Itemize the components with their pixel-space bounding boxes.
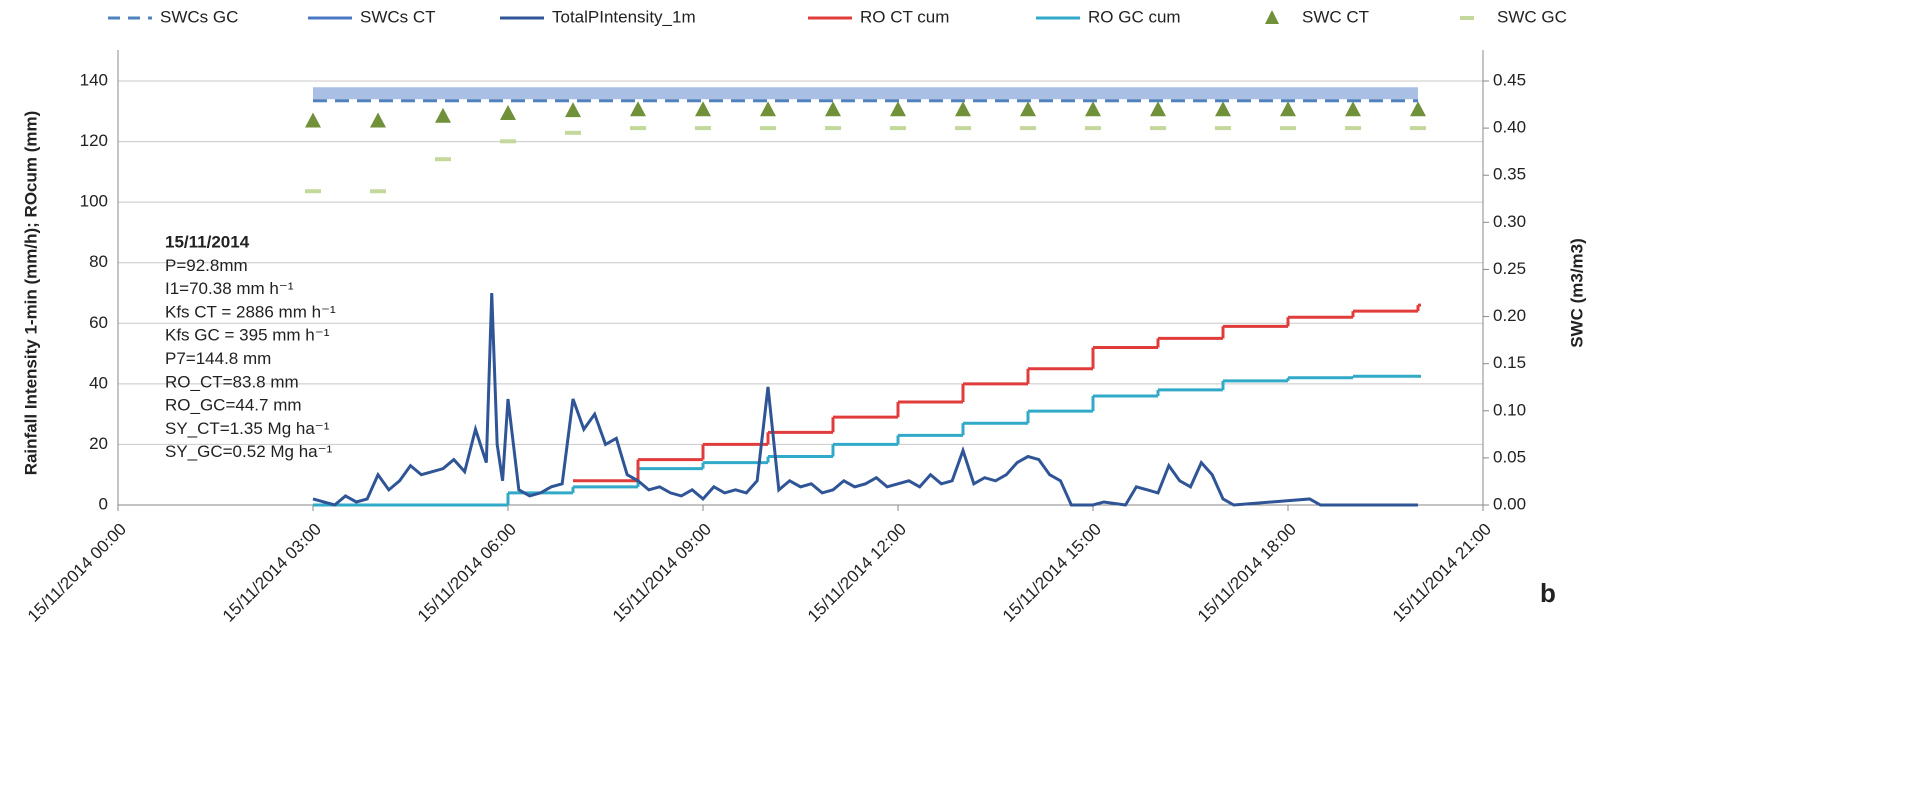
y-tick-label: 80 [89,252,108,271]
annotation-line: RO_GC=44.7 mm [165,396,302,415]
triangle-marker [435,107,451,123]
triangle-marker [890,101,906,117]
y-tick-label: 100 [80,192,108,211]
x-tick-label: 15/11/2014 18:00 [1194,520,1300,626]
y-tick-label: 20 [89,434,108,453]
triangle-marker [1215,101,1231,117]
y-tick-label: 140 [80,70,108,89]
legend-label: SWCs GC [160,7,238,26]
y2-axis-title: SWC (m3/m3) [1567,238,1586,348]
legend-label: TotalPIntensity_1m [552,7,696,26]
x-tick-label: 15/11/2014 21:00 [1389,520,1495,626]
annotation-line: Kfs CT = 2886 mm h⁻¹ [165,302,336,321]
triangle-marker [1280,101,1296,117]
triangle-marker [695,101,711,117]
y2-tick-label: 0.30 [1493,212,1526,231]
triangle-marker [1345,101,1361,117]
triangle-marker [1410,101,1426,117]
x-tick-label: 15/11/2014 00:00 [24,520,130,626]
y-axis-title: Rainfall Intensity 1-min (mm/h); ROcum (… [21,111,40,476]
legend-marker [1265,10,1279,24]
y2-tick-label: 0.00 [1493,494,1526,513]
triangle-marker [1020,101,1036,117]
annotation-line: SY_CT=1.35 Mg ha⁻¹ [165,419,330,438]
panel-label: b [1540,578,1556,608]
x-tick-label: 15/11/2014 03:00 [219,520,325,626]
series-line [312,292,1418,507]
legend-label: SWC CT [1302,7,1369,26]
x-tick-label: 15/11/2014 06:00 [414,520,520,626]
triangle-marker [500,104,516,120]
triangle-marker [1150,101,1166,117]
x-tick-label: 15/11/2014 12:00 [804,520,910,626]
x-tick-label: 15/11/2014 15:00 [999,520,1105,626]
triangle-marker [1085,101,1101,117]
legend-label: RO GC cum [1088,7,1181,26]
y2-tick-label: 0.20 [1493,306,1526,325]
triangle-marker [565,102,581,118]
annotation-line: RO_CT=83.8 mm [165,372,299,391]
y-tick-label: 0 [99,494,108,513]
x-tick-label: 15/11/2014 09:00 [609,520,715,626]
y-tick-label: 120 [80,131,108,150]
annotation-line: Kfs GC = 395 mm h⁻¹ [165,326,330,345]
grid [118,80,1483,506]
y2-tick-label: 0.10 [1493,400,1526,419]
legend-label: SWCs CT [360,7,436,26]
annotation-line: I1=70.38 mm h⁻¹ [165,279,294,298]
annotation-line: P=92.8mm [165,256,248,275]
annotation-line: 15/11/2014 [165,232,250,251]
annotation-line: P7=144.8 mm [165,349,271,368]
y-tick-label: 60 [89,313,108,332]
triangle-marker [760,101,776,117]
y2-tick-label: 0.15 [1493,353,1526,372]
y2-tick-label: 0.05 [1493,447,1526,466]
triangle-marker [825,101,841,117]
y2-tick-label: 0.25 [1493,259,1526,278]
y-tick-label: 40 [89,373,108,392]
triangle-marker [305,112,321,128]
triangle-marker [630,101,646,117]
legend-label: RO CT cum [860,7,949,26]
y2-tick-label: 0.35 [1493,165,1526,184]
annotation-line: SY_GC=0.52 Mg ha⁻¹ [165,442,333,461]
legend-label: SWC GC [1497,7,1567,26]
y2-tick-label: 0.45 [1493,70,1526,89]
y2-tick-label: 0.40 [1493,118,1526,137]
triangle-marker [370,112,386,128]
triangle-marker [955,101,971,117]
